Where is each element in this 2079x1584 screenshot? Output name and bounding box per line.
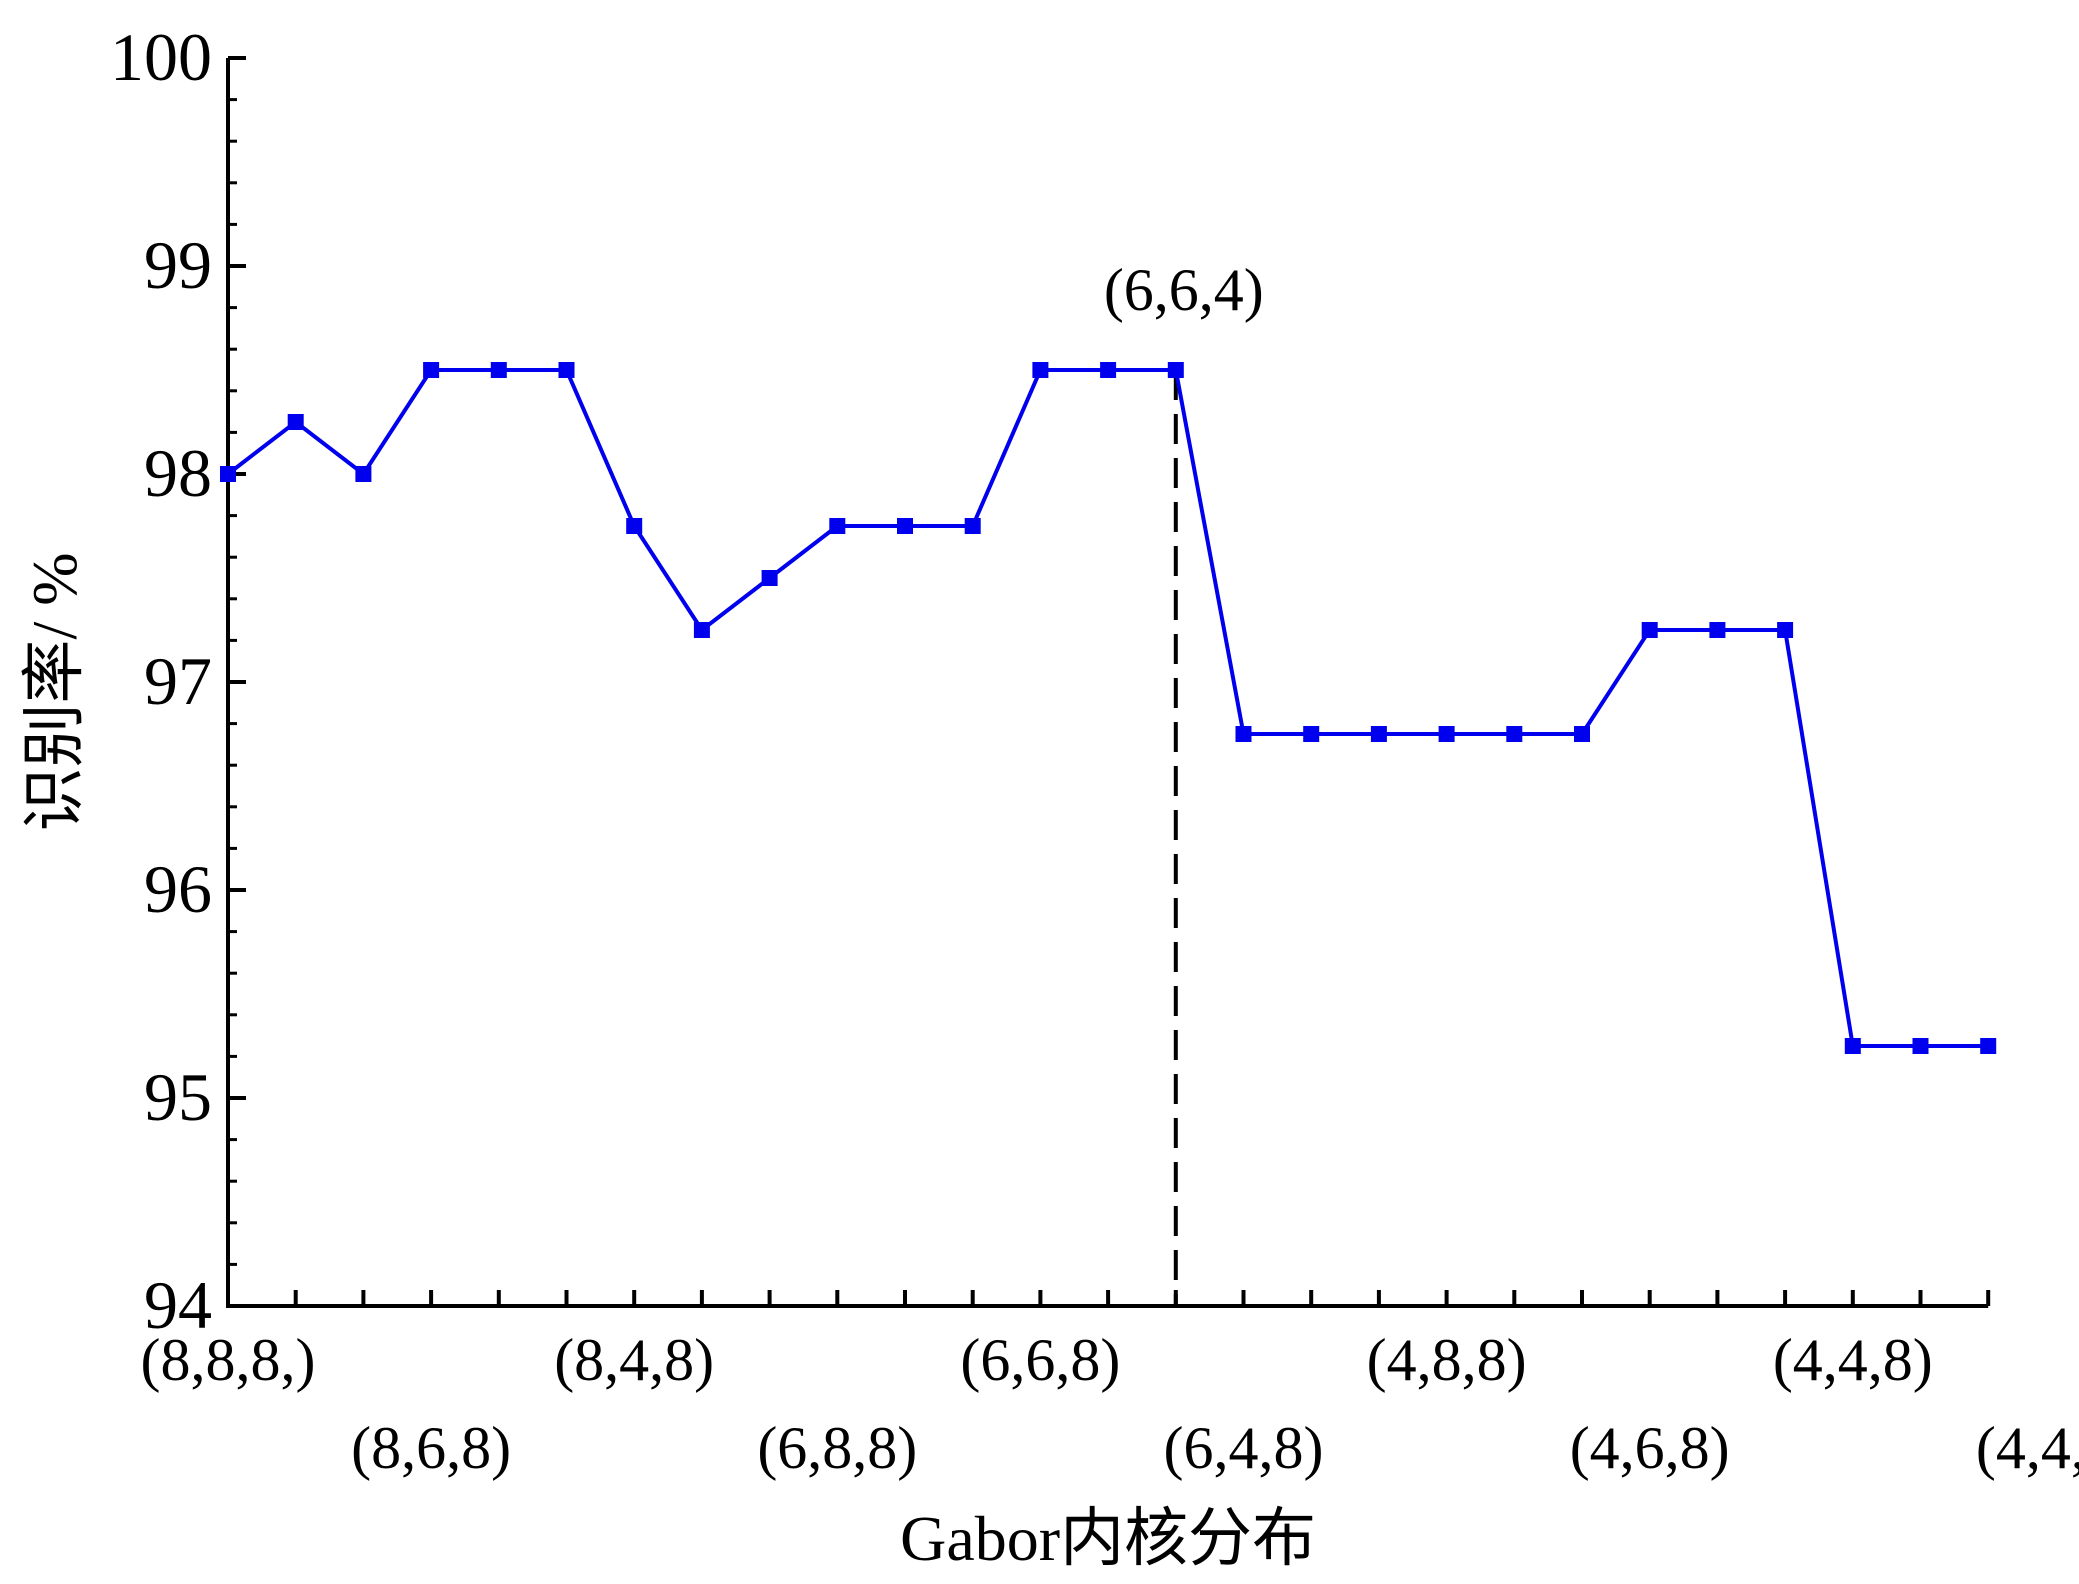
y-tick-label: 94 [144,1267,212,1343]
data-point-marker [761,570,778,586]
data-point-marker [490,362,507,378]
y-tick-label: 99 [144,227,212,303]
data-point-marker [1574,726,1590,742]
data-point-marker [1506,726,1523,742]
data-point-marker [1167,362,1184,378]
x-tick-label: (6,4,8) [1164,1415,1324,1481]
y-tick-label: 97 [144,643,212,719]
data-point-marker [1235,726,1252,742]
data-point-marker [1709,622,1726,638]
data-point-marker [693,622,710,638]
x-tick-label: (8,6,8) [351,1415,511,1481]
data-point-marker [1777,622,1794,638]
x-tick-label: (8,8,8,) [141,1327,316,1393]
y-tick-label: 95 [144,1059,212,1135]
x-tick-label: (4,8,8) [1367,1327,1527,1393]
x-tick-label: (6,6,8) [960,1327,1120,1393]
data-point-marker [1844,1038,1861,1054]
data-point-marker [1641,622,1658,638]
x-tick-label: (6,8,8) [757,1415,917,1481]
data-point-marker [1100,362,1117,378]
x-tick-label: (4,4,4) [1976,1415,2079,1481]
x-tick-label: (8,4,8) [554,1327,714,1393]
x-axis-title: Gabor内核分布 [900,1503,1316,1574]
y-tick-label: 100 [110,19,212,95]
data-point-marker [220,466,236,482]
data-point-marker [558,362,575,378]
data-point-marker [1032,362,1049,378]
label-layer: 94 95 96 97 98 99 100 (8,8,8,) (8,6,8) (8,4,8) (6,… [19,19,2079,1574]
data-point-marker [964,518,981,534]
x-tick-label: (4,4,8) [1773,1327,1933,1393]
data-point-marker [1438,726,1455,742]
data-point-marker [1303,726,1320,742]
data-point-marker [1980,1038,1997,1054]
data-point-marker [897,518,913,534]
data-point-marker [355,466,372,482]
y-tick-label: 96 [144,851,212,927]
data-point-marker [287,414,304,430]
annotation-label: (6,6,4) [1104,257,1264,323]
y-axis-title: 识别率/ % [19,552,90,831]
data-point-marker [829,518,846,534]
x-tick-label: (4,6,8) [1570,1415,1730,1481]
series-line [226,368,1989,1048]
data-point-marker [1370,726,1387,742]
data-point-marker [423,362,440,378]
series-layer [220,362,1997,1054]
y-tick-label: 98 [144,435,212,511]
data-point-marker [1912,1038,1929,1054]
axes [226,56,1991,1308]
data-point-marker [626,518,643,534]
